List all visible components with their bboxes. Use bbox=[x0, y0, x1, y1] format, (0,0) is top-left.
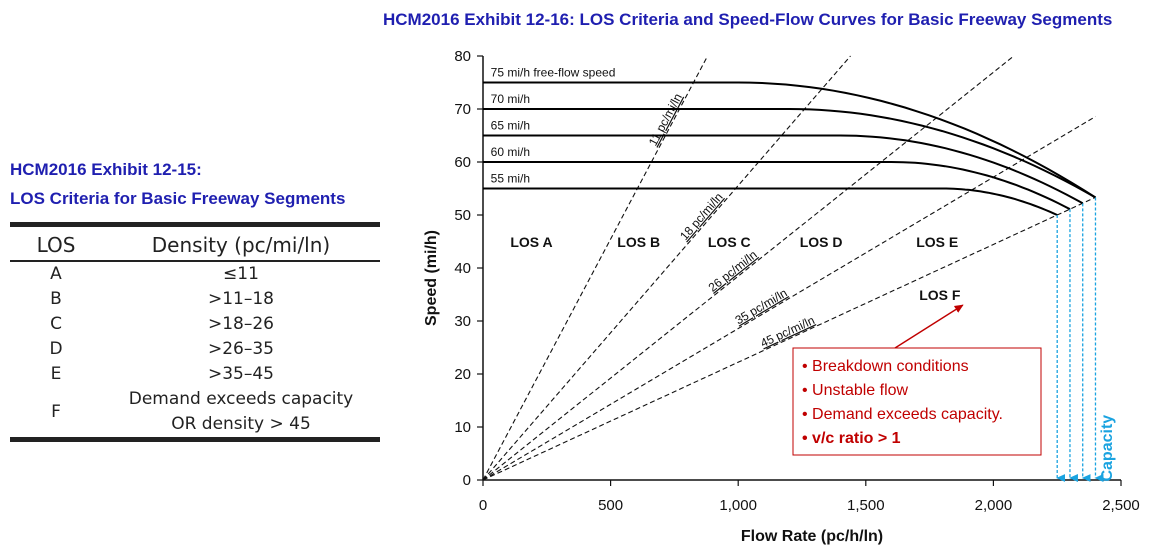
capacity-marks: Capacity bbox=[1056, 197, 1116, 482]
density-line-1: Demand exceeds capacity bbox=[128, 389, 354, 409]
table-row: C >18–26 bbox=[10, 312, 380, 337]
y-tick-label: 70 bbox=[454, 101, 471, 118]
curve-label: 60 mi/h bbox=[491, 145, 530, 159]
y-tick-label: 50 bbox=[454, 207, 471, 224]
curve-label: 55 mi/h bbox=[491, 172, 530, 186]
density-cell: >11–18 bbox=[207, 289, 274, 309]
annotation-arrow bbox=[894, 304, 964, 349]
density-line-label: 11 pc/mi/ln bbox=[646, 91, 685, 148]
axes: 0 10 20 30 40 50 60 70 80 0 500 1,000 1,500 2,000 2,50… bbox=[423, 48, 1140, 545]
header-los: LOS bbox=[10, 224, 102, 262]
table-row: E >35–45 bbox=[10, 362, 380, 387]
speed-flow-curve bbox=[483, 81, 1097, 199]
x-tick-label: 500 bbox=[598, 497, 623, 514]
los-cell: D bbox=[49, 339, 63, 359]
speed-flow-curve bbox=[483, 134, 1084, 205]
y-tick-label: 60 bbox=[454, 154, 471, 171]
table-row: B >11–18 bbox=[10, 287, 380, 312]
y-tick-label: 10 bbox=[454, 419, 471, 436]
x-tick-label: 0 bbox=[479, 497, 487, 514]
y-axis-title: Speed (mi/h) bbox=[423, 230, 440, 326]
density-line-2: OR density > 45 bbox=[171, 414, 311, 434]
table-row: A ≤11 bbox=[10, 261, 380, 287]
annotation-bullet: • Unstable flow bbox=[802, 382, 909, 399]
density-line-label: 45 pc/mi/ln bbox=[758, 313, 817, 350]
density-line bbox=[482, 55, 1015, 481]
chart-labels: LOS A LOS B LOS C LOS D LOS E LOS F bbox=[510, 234, 961, 303]
header-density: Density (pc/mi/ln) bbox=[102, 224, 380, 262]
curve-label: 65 mi/h bbox=[491, 119, 530, 133]
los-cell: E bbox=[50, 364, 62, 384]
speed-flow-curve bbox=[483, 108, 1096, 199]
figure-title: HCM2016 Exhibit 12-16: LOS Criteria and … bbox=[383, 10, 1113, 29]
speed-flow-curve bbox=[483, 161, 1071, 211]
density-cell: Demand exceeds capacity OR density > 45 bbox=[102, 387, 380, 440]
annotation-bullet: • Demand exceeds capacity. bbox=[802, 406, 1003, 423]
table-title-line-1: HCM2016 Exhibit 12-15: bbox=[10, 160, 202, 179]
y-tick-label: 40 bbox=[454, 260, 471, 277]
los-cell: B bbox=[50, 289, 62, 309]
density-line-label: 35 pc/mi/ln bbox=[733, 286, 790, 328]
y-tick-label: 20 bbox=[454, 366, 471, 383]
los-cell: C bbox=[50, 314, 62, 334]
los-criteria-table: LOS Density (pc/mi/ln) A ≤11 B >11–18 C … bbox=[10, 222, 380, 442]
x-tick-label: 1,500 bbox=[847, 497, 885, 514]
x-tick-label: 2,000 bbox=[975, 497, 1013, 514]
x-tick-label: 1,000 bbox=[719, 497, 757, 514]
x-tick-label: 2,500 bbox=[1102, 497, 1140, 514]
los-region-label: LOS D bbox=[800, 234, 843, 250]
capacity-label: Capacity bbox=[1099, 415, 1116, 482]
curve-label: 75 mi/h free-flow speed bbox=[491, 66, 616, 80]
los-region-label: LOS E bbox=[916, 234, 958, 250]
speed-flow-curves: 75 mi/h free-flow speed 70 mi/h 65 mi/h 60 … bbox=[483, 66, 1097, 216]
table-row: D >26–35 bbox=[10, 337, 380, 362]
annotation-bullet: • v/c ratio > 1 bbox=[802, 430, 901, 447]
x-axis-title: Flow Rate (pc/h/ln) bbox=[741, 528, 883, 545]
density-cell: >35–45 bbox=[207, 364, 274, 384]
density-cell: ≤11 bbox=[223, 264, 259, 284]
los-region-label: LOS C bbox=[708, 234, 751, 250]
y-tick-label: 80 bbox=[454, 48, 471, 65]
los-f-annotation: • Breakdown conditions • Unstable flow • D… bbox=[792, 304, 1042, 456]
annotation-bullet: • Breakdown conditions bbox=[802, 358, 969, 375]
y-tick-label: 30 bbox=[454, 313, 471, 330]
table-row: F Demand exceeds capacity OR density > 4… bbox=[10, 387, 380, 440]
density-line bbox=[482, 196, 1096, 481]
los-region-label: LOS B bbox=[617, 234, 660, 250]
los-cell: A bbox=[50, 264, 62, 284]
density-cell: >26–35 bbox=[207, 339, 274, 359]
table-header-row: LOS Density (pc/mi/ln) bbox=[10, 224, 380, 262]
table-title-line-2: LOS Criteria for Basic Freeway Segments bbox=[10, 189, 346, 208]
y-tick-label: 0 bbox=[463, 472, 471, 489]
curve-label: 70 mi/h bbox=[491, 92, 530, 106]
los-region-label: LOS F bbox=[919, 287, 961, 303]
density-line bbox=[482, 55, 851, 481]
density-line-label: 26 pc/mi/ln bbox=[706, 247, 760, 294]
density-cell: >18–26 bbox=[207, 314, 274, 334]
los-cell: F bbox=[51, 401, 61, 422]
speed-flow-curve bbox=[483, 187, 1058, 216]
los-region-label: LOS A bbox=[510, 234, 552, 250]
annotation-box bbox=[792, 347, 1042, 456]
